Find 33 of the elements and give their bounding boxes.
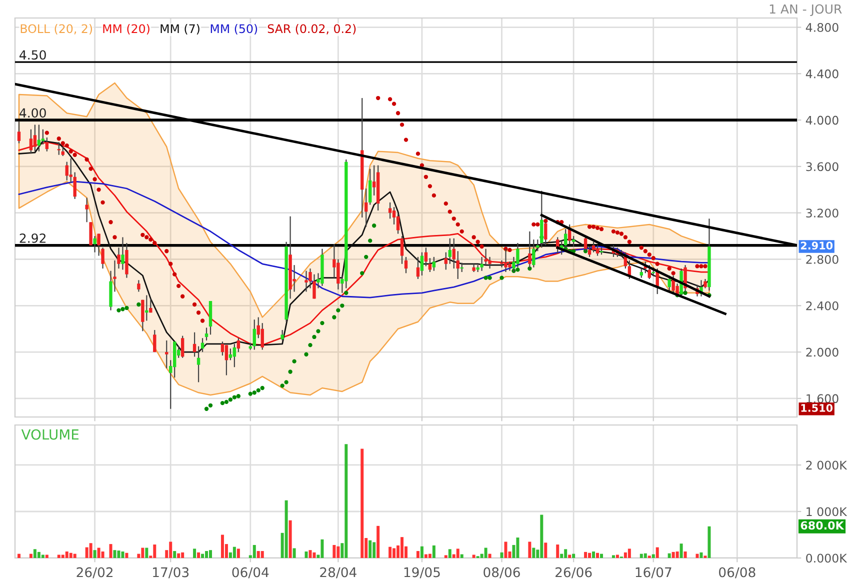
x-tick-label: 08/06 <box>484 567 520 578</box>
y-tick-label: 2.800 <box>806 254 838 264</box>
y-tick-label: 4.000 <box>806 116 838 125</box>
y-tick-label: 4.800 <box>806 23 838 32</box>
x-tick-label: 19/05 <box>404 567 440 578</box>
text: SAR (0.02, 0.2) <box>268 24 356 35</box>
y-tick-label: 3.200 <box>806 208 838 218</box>
annotation: 1.510 <box>801 404 833 412</box>
x-tick-label: 17/03 <box>153 567 189 578</box>
x-tick-label: 26/06 <box>556 567 592 578</box>
y-tick-label: 2.000 <box>806 348 838 357</box>
x-tick-label: 06/08 <box>719 567 756 578</box>
y-tick-label: 2 000K <box>806 460 848 470</box>
ref-line-label: 4.50 <box>20 50 46 60</box>
text: MM (7) <box>160 24 200 35</box>
text: 1 AN - JOUR <box>770 4 842 16</box>
y-tick-label: 1 000K <box>806 507 848 516</box>
x-tick-label: 26/02 <box>76 567 112 578</box>
y-tick-label: 3.600 <box>806 162 838 172</box>
ref-line-label: 4.00 <box>20 108 46 118</box>
text: MM (50) <box>210 24 258 35</box>
text: MM (20) <box>103 24 150 35</box>
chart-title: VOLUME <box>21 429 79 440</box>
y-tick-label: 2.400 <box>806 301 838 310</box>
ref-line-label: 2.92 <box>20 233 46 243</box>
x-tick-label: 28/04 <box>320 567 356 578</box>
annotation: BOLL (20, 2) <box>20 24 92 35</box>
x-tick-label: 16/07 <box>636 567 672 578</box>
y-tick-label: 0.000K <box>806 554 848 563</box>
x-tick-label: 06/04 <box>232 567 269 578</box>
text: 680.0K <box>800 521 844 530</box>
y-tick-label: 4.400 <box>806 69 838 78</box>
annotation: 2.910 <box>800 242 833 250</box>
